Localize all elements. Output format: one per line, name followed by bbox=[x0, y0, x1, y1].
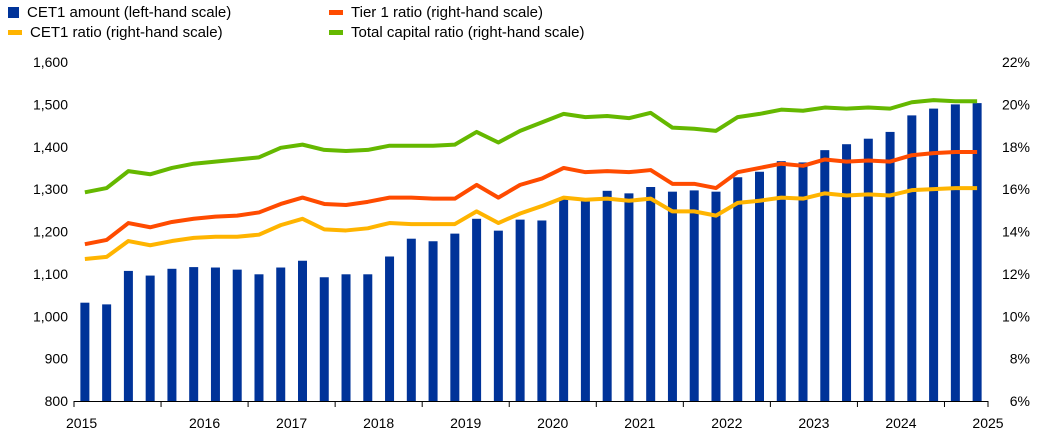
bar-cet1-amount-2017Q3 bbox=[298, 260, 307, 401]
bar-cet1-amount-2020Q2 bbox=[537, 220, 547, 401]
bar-cet1-amount-2020Q4 bbox=[580, 198, 590, 401]
bar-cet1-amount-2024Q2 bbox=[885, 131, 895, 402]
x-tick-label: 2021 bbox=[624, 415, 655, 431]
legend-swatch-cet1-amount bbox=[8, 7, 19, 18]
bar-cet1-amount-2015Q4 bbox=[145, 275, 155, 401]
bar-cet1-amount-2021Q4 bbox=[667, 191, 677, 401]
y-left-tick-label: 1,400 bbox=[33, 139, 68, 155]
x-tick-label: 2024 bbox=[885, 415, 916, 431]
x-tick-label: 2019 bbox=[450, 415, 481, 431]
legend-label-tier1-ratio: Tier 1 ratio (right-hand scale) bbox=[351, 4, 544, 21]
y-left-tick-label: 1,300 bbox=[33, 181, 68, 197]
bar-cet1-amount-2018Q2 bbox=[363, 274, 373, 401]
bar-cet1-amount-2023Q3 bbox=[820, 150, 830, 401]
bar-cet1-amount-2021Q1 bbox=[602, 190, 612, 401]
lines-layer bbox=[84, 98, 978, 262]
x-tick-label: 2025 bbox=[972, 415, 1003, 431]
bar-cet1-amount-2017Q2 bbox=[276, 267, 286, 401]
bar-cet1-amount-2016Q4 bbox=[232, 269, 242, 401]
bar-cet1-amount-2023Q1 bbox=[776, 161, 786, 401]
bars-layer bbox=[80, 103, 982, 402]
y-left-tick-label: 1,100 bbox=[33, 266, 68, 282]
legend-label-cet1-amount: CET1 amount (left-hand scale) bbox=[27, 4, 232, 21]
legend-item-total-capital-ratio: Total capital ratio (right-hand scale) bbox=[329, 24, 584, 41]
bar-cet1-amount-2025Q1 bbox=[950, 104, 960, 402]
bar-cet1-amount-2020Q3 bbox=[559, 198, 569, 401]
bar-cet1-amount-2023Q2 bbox=[798, 162, 808, 401]
legend-label-total-capital-ratio: Total capital ratio (right-hand scale) bbox=[351, 24, 585, 41]
bar-cet1-amount-2017Q1 bbox=[254, 274, 264, 401]
y-right-tick-label: 16% bbox=[1002, 181, 1030, 197]
x-tick-label: 2015 bbox=[66, 415, 97, 431]
y-right-tick-label: 20% bbox=[1002, 96, 1030, 112]
legend-swatch-total-capital-ratio bbox=[329, 30, 343, 35]
bar-cet1-amount-2018Q3 bbox=[385, 256, 395, 401]
y-left-tick-label: 1,200 bbox=[33, 224, 68, 240]
legend: CET1 amount (left-hand scale) Tier 1 rat… bbox=[0, 4, 1044, 44]
bar-cet1-amount-2025Q2 bbox=[972, 103, 982, 401]
bar-cet1-amount-2021Q3 bbox=[646, 187, 656, 401]
line-tier-1-ratio bbox=[84, 150, 978, 247]
x-tick-label: 2017 bbox=[276, 415, 307, 431]
y-right-tick-label: 8% bbox=[1010, 351, 1030, 367]
x-tick-label: 2020 bbox=[537, 415, 568, 431]
y-left-tick-label: 1,500 bbox=[33, 96, 68, 112]
legend-swatch-tier1-ratio bbox=[329, 10, 343, 15]
legend-item-tier1-ratio: Tier 1 ratio (right-hand scale) bbox=[329, 4, 543, 21]
legend-item-cet1-amount: CET1 amount (left-hand scale) bbox=[8, 4, 231, 21]
bar-cet1-amount-2015Q3 bbox=[123, 270, 133, 401]
bar-cet1-amount-2022Q4 bbox=[755, 171, 764, 401]
bar-cet1-amount-2018Q1 bbox=[341, 274, 351, 401]
y-right-tick-label: 22% bbox=[1002, 54, 1030, 70]
bar-cet1-amount-2024Q1 bbox=[863, 138, 873, 401]
x-tick-label: 2018 bbox=[363, 415, 394, 431]
line-total-capital-ratio bbox=[84, 98, 978, 195]
bar-cet1-amount-2016Q1 bbox=[167, 268, 177, 401]
y-right-tick-label: 10% bbox=[1002, 308, 1030, 324]
y-right-tick-label: 18% bbox=[1002, 139, 1030, 155]
y-left-tick-label: 800 bbox=[45, 393, 69, 409]
bar-cet1-amount-2023Q4 bbox=[842, 144, 852, 401]
y-right-tick-label: 6% bbox=[1010, 393, 1030, 409]
bar-cet1-amount-2019Q2 bbox=[450, 233, 460, 401]
bar-cet1-amount-2020Q1 bbox=[515, 219, 525, 401]
legend-swatch-cet1-ratio bbox=[8, 30, 22, 35]
legend-item-cet1-ratio: CET1 ratio (right-hand scale) bbox=[8, 24, 223, 41]
legend-label-cet1-ratio: CET1 ratio (right-hand scale) bbox=[30, 24, 223, 41]
bar-cet1-amount-2018Q4 bbox=[406, 238, 416, 401]
y-left-tick-label: 900 bbox=[45, 351, 69, 367]
bar-cet1-amount-2024Q3 bbox=[907, 115, 917, 401]
x-tick-label: 2023 bbox=[798, 415, 829, 431]
bar-cet1-amount-2019Q3 bbox=[472, 218, 482, 401]
bar-cet1-amount-2021Q2 bbox=[624, 193, 634, 401]
bar-cet1-amount-2019Q4 bbox=[493, 230, 503, 401]
bar-cet1-amount-2015Q1 bbox=[80, 302, 90, 401]
bar-cet1-amount-2019Q1 bbox=[428, 241, 438, 401]
y-right-tick-label: 14% bbox=[1002, 224, 1030, 240]
bar-cet1-amount-2017Q4 bbox=[319, 277, 329, 401]
x-tick-label: 2016 bbox=[189, 415, 220, 431]
bar-cet1-amount-2022Q1 bbox=[689, 190, 699, 401]
bar-cet1-amount-2022Q2 bbox=[711, 191, 721, 401]
bar-cet1-amount-2024Q4 bbox=[929, 108, 939, 402]
line-cet1-ratio bbox=[84, 186, 978, 262]
y-right-tick-label: 12% bbox=[1002, 266, 1030, 282]
bar-cet1-amount-2015Q2 bbox=[102, 304, 112, 401]
bar-cet1-amount-2016Q2 bbox=[189, 267, 199, 401]
y-left-tick-label: 1,600 bbox=[33, 54, 68, 70]
axes-layer: 800 900 1,000 1,100 1,200 1,300 1,400 1,500 1,60… bbox=[33, 54, 1030, 431]
bar-cet1-amount-2016Q3 bbox=[210, 267, 220, 401]
x-tick-label: 2022 bbox=[711, 415, 742, 431]
bar-cet1-amount-2022Q3 bbox=[733, 177, 743, 401]
y-left-tick-label: 1,000 bbox=[33, 308, 68, 324]
